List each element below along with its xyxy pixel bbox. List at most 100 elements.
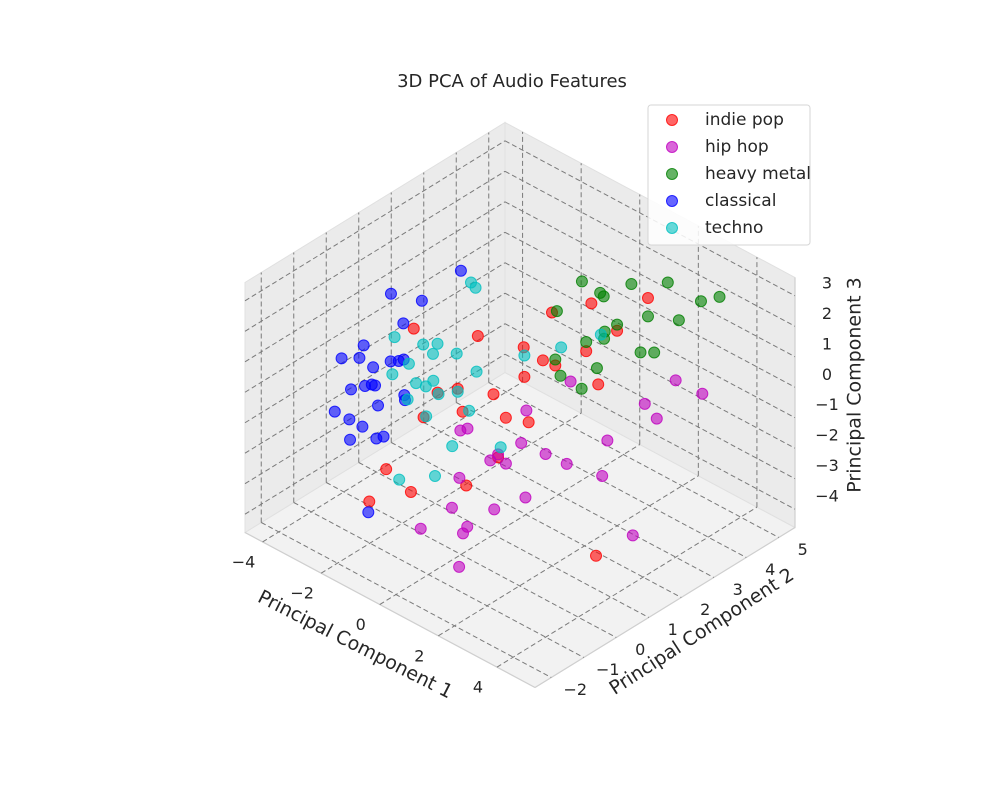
grid-line [244, 201, 506, 363]
legend-marker [666, 222, 678, 234]
legend-label: techno [705, 218, 763, 238]
point [335, 352, 348, 365]
point [641, 310, 654, 323]
point [362, 506, 375, 519]
legend-marker [666, 114, 678, 126]
legend-label: classical [705, 191, 776, 211]
x-tick-label: −4 [232, 552, 256, 571]
point [404, 485, 417, 498]
point [453, 560, 466, 573]
point [388, 331, 401, 344]
point [343, 413, 356, 426]
point [407, 322, 420, 335]
z-tick-label: 0 [822, 365, 832, 384]
axis-line [244, 531, 536, 689]
z-tick-label: −3 [815, 456, 839, 475]
y-tick-label: −1 [596, 660, 620, 679]
point [487, 388, 500, 401]
point [397, 317, 410, 330]
point [463, 404, 476, 417]
point [564, 375, 577, 388]
point [392, 354, 405, 367]
point [460, 479, 473, 492]
point [585, 297, 598, 310]
legend-label: hip hop [705, 137, 769, 157]
point [464, 276, 477, 289]
point [446, 440, 459, 453]
point [549, 353, 562, 366]
point [611, 318, 624, 331]
point [594, 328, 607, 341]
point [555, 341, 568, 354]
point [484, 454, 497, 467]
point [539, 447, 552, 460]
grid-line [262, 381, 523, 543]
point [471, 330, 484, 343]
point [393, 473, 406, 486]
point [401, 393, 414, 406]
point [625, 278, 638, 291]
point [522, 416, 535, 429]
point [415, 294, 428, 307]
y-tick-label: 3 [733, 580, 743, 599]
ticks: −4 −2 0 2 4 −2 −1 0 1 2 3 4 5 −4 −3 −2 −1 0 1 2 3 [232, 273, 839, 699]
point [370, 432, 383, 445]
grid-line [244, 140, 506, 302]
z-axis-label: Principal Component 3 [844, 277, 866, 492]
legend-box [647, 104, 811, 246]
point [597, 290, 610, 303]
point [536, 354, 549, 367]
point [601, 434, 614, 447]
point [518, 349, 531, 362]
z-tick-label: −1 [815, 395, 839, 414]
point [380, 463, 393, 476]
point [669, 374, 682, 387]
point [420, 410, 433, 423]
legend-label: heavy metal [705, 164, 811, 184]
grid-line [244, 170, 506, 332]
point [590, 549, 603, 562]
z-tick-label: 2 [822, 304, 832, 323]
point [363, 495, 376, 508]
point [575, 275, 588, 288]
grid-line [326, 482, 617, 638]
z-tick-label: −4 [815, 487, 839, 506]
grid-line [379, 444, 641, 605]
point [648, 346, 661, 359]
point [626, 529, 639, 542]
point [713, 290, 726, 303]
point [661, 276, 674, 289]
grid-line [391, 442, 682, 598]
point [328, 405, 341, 418]
point [344, 433, 357, 446]
point [357, 339, 370, 352]
point [499, 457, 512, 470]
point [353, 351, 366, 364]
point [515, 437, 528, 450]
point [356, 420, 369, 433]
point [432, 388, 445, 401]
point [345, 383, 358, 396]
point [445, 501, 458, 514]
y-tick-label: 2 [700, 600, 710, 619]
point [638, 397, 651, 410]
grid-line [504, 353, 796, 510]
x-tick-label: 0 [356, 615, 366, 634]
grid-line [293, 502, 584, 658]
z-tick-label: 3 [822, 273, 832, 292]
point [696, 387, 709, 400]
point [454, 264, 467, 277]
point [461, 520, 474, 533]
point [518, 370, 531, 383]
point [641, 292, 654, 305]
point [519, 491, 532, 504]
grid-line [320, 412, 582, 574]
point [461, 422, 474, 435]
grid-line [244, 292, 506, 454]
point [560, 457, 573, 470]
point [372, 399, 385, 412]
grid-line [504, 170, 796, 327]
point [386, 368, 399, 381]
point [414, 522, 427, 535]
x-tick-label: −2 [290, 584, 314, 603]
